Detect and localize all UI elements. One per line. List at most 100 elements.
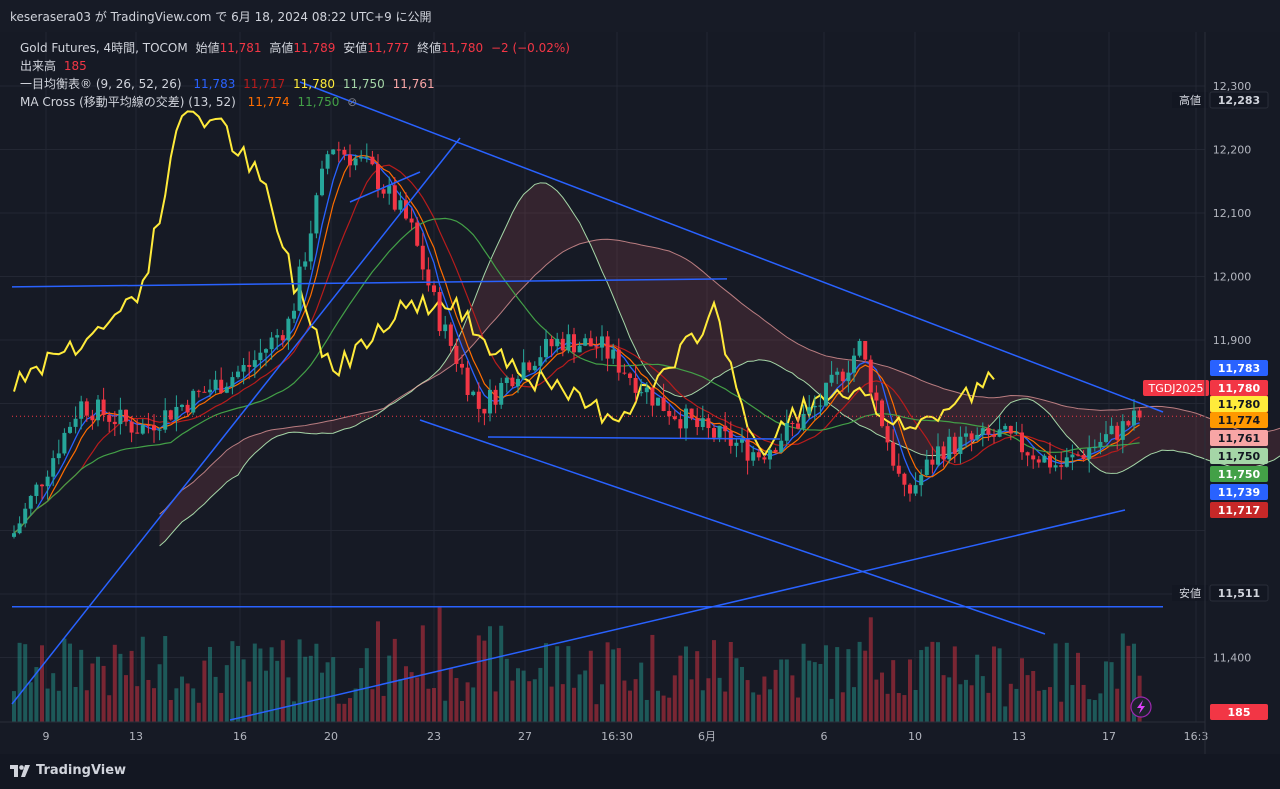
candle-body-168 <box>952 436 957 454</box>
candle-body-99 <box>566 334 571 351</box>
volume-bar-67 <box>387 655 392 722</box>
close-label: 終値 <box>417 41 442 55</box>
price-chart[interactable]: 12,300 12,200 12,100 12,000 11,900 11,400 12,2… <box>0 32 1280 754</box>
legend-volume-line[interactable]: 出来高 185 <box>20 57 91 74</box>
volume-bar-129 <box>734 658 739 722</box>
volume-bar-42 <box>247 681 252 722</box>
close-value: 11,780 <box>441 41 484 55</box>
volume-bar-63 <box>364 648 369 722</box>
candles <box>12 141 1142 539</box>
price-badge-bg-4 <box>1210 412 1268 428</box>
volume-bar-22 <box>135 686 140 722</box>
candle-body-11 <box>73 418 78 427</box>
chart-area[interactable]: 12,300 12,200 12,100 12,000 11,900 11,400 12,2… <box>0 32 1280 754</box>
price-badge-3: 11,780 <box>1210 396 1268 412</box>
volume-bar-77 <box>443 700 448 722</box>
candle-body-120 <box>684 408 688 429</box>
volume-bar-177 <box>1003 706 1008 722</box>
low-value: 11,777 <box>367 41 410 55</box>
ma-slow-line <box>13 217 1140 534</box>
volume-bar-142 <box>807 660 812 722</box>
volume-bar-36 <box>213 676 218 722</box>
candle-body-169 <box>958 436 963 454</box>
rising-trend-line <box>11 137 461 705</box>
price-badge-8: 11,739 <box>1210 484 1268 500</box>
lightning-icon[interactable] <box>1130 696 1152 718</box>
volume-bar-8 <box>56 690 61 722</box>
candle-body-15 <box>96 399 100 421</box>
volume-bar-196 <box>1109 662 1114 722</box>
legend-ichimoku-line[interactable]: 一目均衡表® (9, 26, 52, 26) 11,783 11,717 11,… <box>20 75 439 92</box>
volume-bar-102 <box>583 670 588 722</box>
volume-bar-127 <box>723 691 728 722</box>
high-value: 11,789 <box>293 41 336 55</box>
legend-ma-line[interactable]: MA Cross (移動平均線の交差) (13, 52) 11,774 11,7… <box>20 93 361 110</box>
volume-bar-124 <box>706 678 711 722</box>
candle-body-84 <box>482 408 487 414</box>
candle-body-136 <box>773 449 778 453</box>
candle-body-13 <box>84 401 89 416</box>
ichimoku-spanA-value: 11,750 <box>342 77 385 91</box>
volume-bar-115 <box>656 690 660 722</box>
volume-bar-74 <box>426 688 431 722</box>
candle-body-102 <box>583 338 588 346</box>
brand-text: TradingView <box>36 763 127 778</box>
volume-bar-194 <box>1098 693 1103 722</box>
volume-bar-54 <box>314 643 319 722</box>
price-badge-11: 185 <box>1210 704 1268 720</box>
candle-body-35 <box>208 389 212 393</box>
candle-body-14 <box>90 415 95 421</box>
candle-body-100 <box>572 334 576 353</box>
low-label: 安値 <box>343 41 368 55</box>
volume-bar-176 <box>997 648 1002 722</box>
candle-body-78 <box>448 324 453 346</box>
candle-body-59 <box>342 149 347 155</box>
volume-bar-166 <box>941 675 946 722</box>
tradingview-logo[interactable]: TradingView <box>10 763 126 778</box>
volume-bar-143 <box>812 662 817 722</box>
ichimoku-spanB-value: 11,761 <box>392 77 435 91</box>
tradingview-logo-icon <box>10 764 30 777</box>
volume-bar-55 <box>320 672 324 722</box>
price-badge-value-1: 11,783 <box>1218 362 1260 375</box>
volume-bar-39 <box>230 641 235 722</box>
candle-body-83 <box>476 391 481 409</box>
price-tick-1: 12,200 <box>1213 144 1252 157</box>
candle-body-197 <box>1115 425 1120 440</box>
candle-body-94 <box>538 357 543 366</box>
candle-body-16 <box>101 399 106 416</box>
published-text: keserasera03 が TradingView.com で 6月 18, … <box>10 10 432 24</box>
candle-body-141 <box>801 413 806 429</box>
candle-body-147 <box>835 371 840 375</box>
volume-bar-51 <box>297 639 302 722</box>
volume-bar-181 <box>1025 675 1030 722</box>
legend-symbol-line[interactable]: Gold Futures, 4時間, TOCOM 始値11,781 高値11,7… <box>20 39 574 56</box>
volume-bar-164 <box>930 641 935 722</box>
volume-bar-71 <box>409 672 414 722</box>
volume-bar-23 <box>140 636 145 722</box>
candle-body-82 <box>471 391 476 395</box>
volume-bar-131 <box>745 680 750 722</box>
volume-bar-193 <box>1092 700 1097 722</box>
volume-bar-186 <box>1053 643 1058 722</box>
volume-bar-29 <box>174 688 179 722</box>
candle-body-151 <box>857 341 862 356</box>
volume-bar-197 <box>1115 688 1120 722</box>
candle-body-124 <box>706 418 711 429</box>
candle-body-130 <box>740 438 744 443</box>
candle-body-24 <box>146 425 151 427</box>
volume-bar-109 <box>622 680 627 722</box>
hidden-eye-icon[interactable]: ⊘ <box>347 95 358 109</box>
candle-body-29 <box>174 406 179 420</box>
candle-body-144 <box>818 405 823 407</box>
candle-body-146 <box>829 374 834 383</box>
candle-body-115 <box>656 397 660 406</box>
volume-bar-5 <box>40 645 44 722</box>
price-badge-7: 11,750 <box>1210 466 1268 482</box>
candle-body-195 <box>1104 434 1108 442</box>
price-badge-bg-9 <box>1210 502 1268 518</box>
volume-bar-128 <box>728 641 733 722</box>
volume-bar-87 <box>499 625 504 722</box>
candle-body-152 <box>863 341 868 360</box>
candle-body-132 <box>751 452 756 461</box>
